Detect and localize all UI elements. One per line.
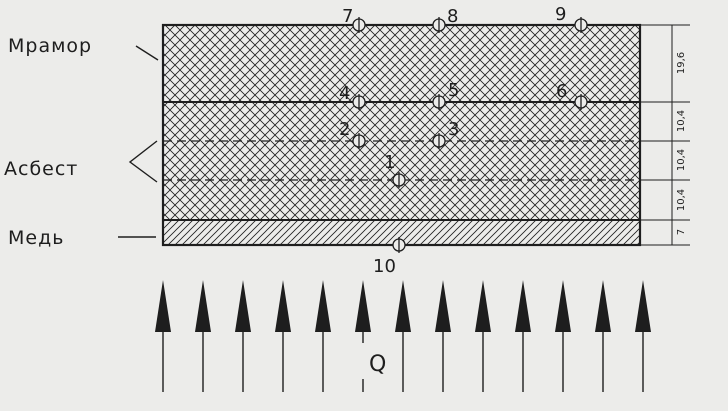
leader-asbestos — [128, 140, 158, 183]
heat-flux-arrows — [155, 280, 651, 392]
point-marker-10 — [392, 237, 406, 253]
point-label-9: 9 — [555, 4, 566, 25]
point-marker-8 — [432, 17, 446, 33]
point-labels: 7 8 9 4 5 6 2 3 1 10 — [339, 4, 567, 277]
leader-marble — [135, 45, 159, 61]
point-label-5: 5 — [448, 80, 459, 101]
heat-flux-arrow — [195, 280, 211, 392]
heat-flux-arrow — [275, 280, 291, 392]
marble-layer — [163, 25, 640, 102]
point-marker-6 — [574, 94, 588, 110]
point-label-6: 6 — [556, 81, 567, 102]
dimension-lines — [640, 24, 690, 246]
heat-flux-arrow — [395, 280, 411, 392]
point-label-3: 3 — [448, 119, 459, 140]
point-label-10: 10 — [373, 256, 396, 277]
material-label-asbestos: Асбест — [4, 158, 78, 180]
material-label-copper: Медь — [8, 227, 64, 249]
dim-label-asbestos-bottom: 10,4 — [676, 189, 687, 211]
point-marker-2 — [352, 133, 366, 149]
heat-flux-arrow — [155, 280, 171, 392]
point-label-7: 7 — [342, 6, 353, 27]
heat-flux-arrow — [595, 280, 611, 392]
point-label-8: 8 — [447, 6, 458, 27]
point-marker-7 — [352, 17, 366, 33]
point-marker-5 — [432, 94, 446, 110]
heat-flux-label-backdrop — [362, 343, 396, 379]
heat-flux-arrow — [555, 280, 571, 392]
dim-label-asbestos-mid: 10,4 — [676, 149, 687, 171]
point-marker-9 — [574, 17, 588, 33]
point-marker-1 — [392, 172, 406, 188]
point-label-4: 4 — [339, 83, 350, 104]
heat-flux-arrow — [235, 280, 251, 392]
heat-flux-arrow — [635, 280, 651, 392]
heat-flux-arrow — [315, 280, 331, 392]
point-label-1: 1 — [384, 152, 395, 173]
heat-flux-label: Q — [369, 352, 386, 377]
heat-flux-arrow — [435, 280, 451, 392]
heat-flux-arrow — [515, 280, 531, 392]
point-marker-3 — [432, 133, 446, 149]
point-marker-4 — [352, 94, 366, 110]
asbestos-layer — [163, 102, 640, 220]
point-label-2: 2 — [339, 119, 350, 140]
dim-label-asbestos-top: 10,4 — [676, 110, 687, 132]
dim-label-copper: 7 — [676, 229, 687, 235]
measurement-points — [352, 17, 588, 253]
heat-flux-arrow — [475, 280, 491, 392]
dim-label-marble: 19,6 — [676, 52, 687, 74]
material-label-marble: Мрамор — [8, 35, 92, 57]
